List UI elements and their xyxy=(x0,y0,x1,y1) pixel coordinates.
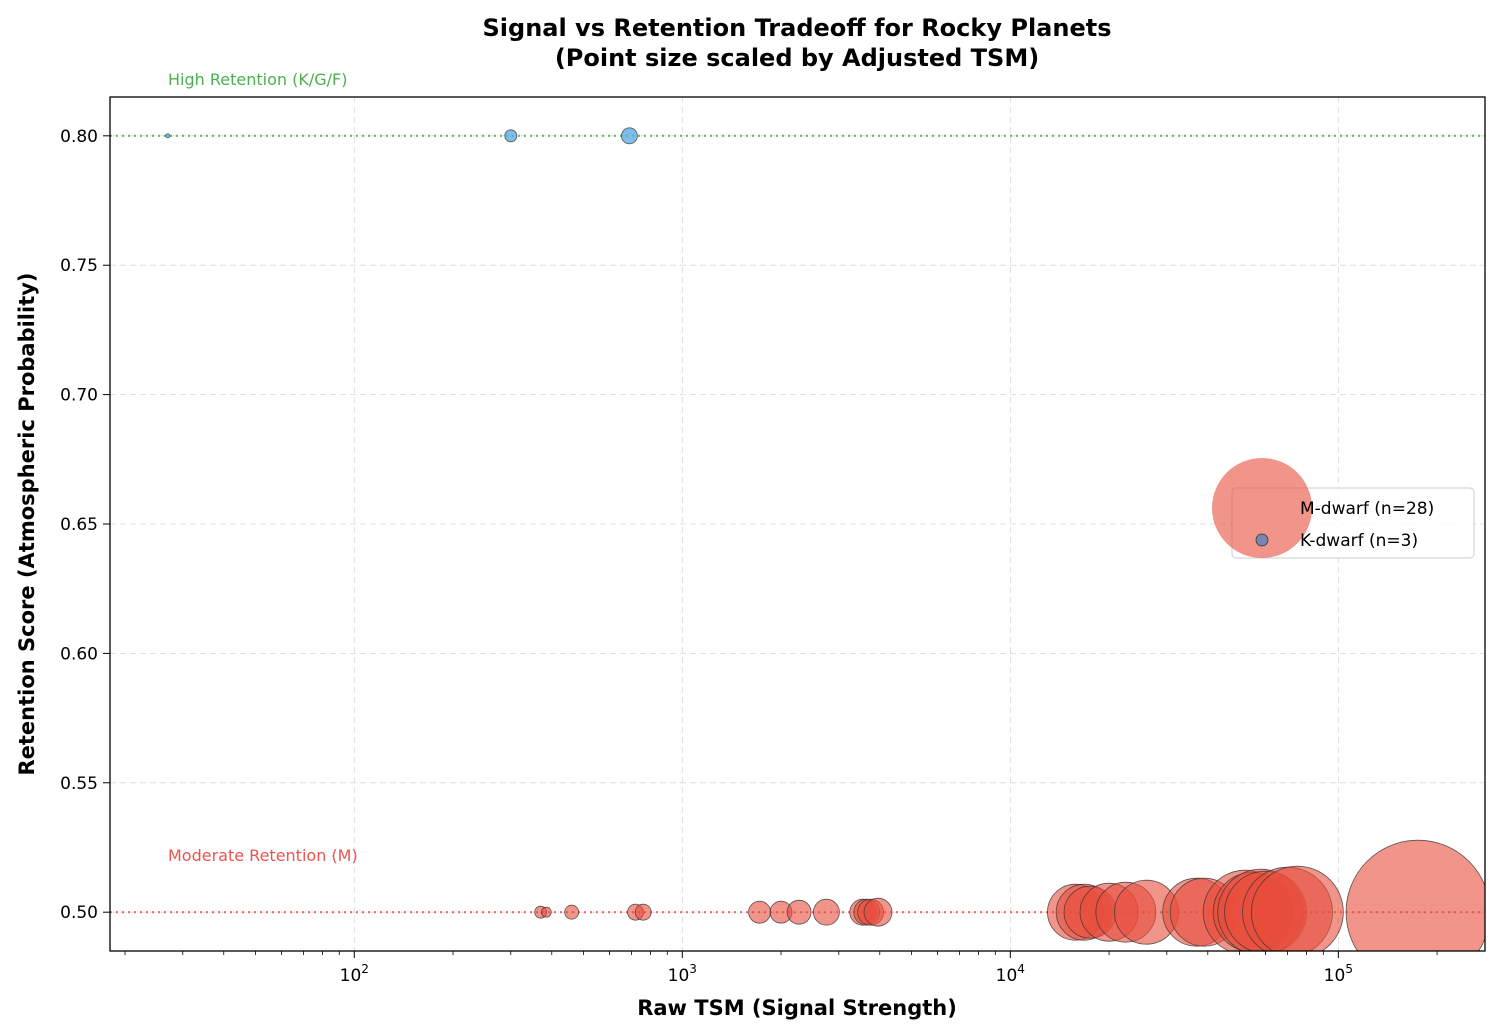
m-dwarf-point xyxy=(564,904,580,920)
m-dwarf-point xyxy=(1250,865,1344,951)
x-axis-ticks: 102 103 104 105 xyxy=(124,951,1438,986)
legend-marker-k-dwarf xyxy=(1255,533,1269,547)
m-dwarf-point xyxy=(813,898,840,926)
m-dwarf-point xyxy=(634,903,652,921)
chart-title: Signal vs Retention Tradeoff for Rocky P… xyxy=(483,14,1112,42)
y-tick-label: 0.50 xyxy=(60,903,98,923)
reference-line-label: High Retention (K/G/F) xyxy=(168,70,347,89)
legend-label-m-dwarf: M-dwarf (n=28) xyxy=(1300,499,1434,519)
legend-marker-m-dwarf xyxy=(1212,458,1312,558)
y-tick-label: 0.70 xyxy=(60,386,98,406)
chart-subtitle: (Point size scaled by Adjusted TSM) xyxy=(555,44,1039,72)
y-axis-ticks: 0.50 0.55 0.60 0.65 0.70 0.75 0.80 xyxy=(60,127,110,923)
m-dwarf-point xyxy=(1345,839,1485,951)
x-axis-label: Raw TSM (Signal Strength) xyxy=(637,996,957,1020)
m-dwarf-point xyxy=(863,897,893,927)
legend: M-dwarf (n=28) K-dwarf (n=3) xyxy=(1212,458,1475,559)
reference-lines: High Retention (K/G/F) Moderate Retention… xyxy=(110,70,1485,914)
k-dwarf-point xyxy=(504,129,518,143)
x-tick-label: 103 xyxy=(668,962,697,986)
y-tick-label: 0.75 xyxy=(60,256,98,276)
y-tick-label: 0.65 xyxy=(60,515,98,535)
m-dwarf-point xyxy=(786,899,812,925)
x-tick-label: 105 xyxy=(1324,962,1353,986)
m-dwarf-point xyxy=(748,900,771,924)
m-dwarf-point xyxy=(540,906,552,918)
legend-label-k-dwarf: K-dwarf (n=3) xyxy=(1300,531,1418,551)
y-tick-label: 0.55 xyxy=(60,774,98,794)
reference-line-label: Moderate Retention (M) xyxy=(168,846,358,865)
x-tick-label: 102 xyxy=(340,962,369,986)
x-tick-label: 104 xyxy=(996,962,1025,986)
y-tick-label: 0.60 xyxy=(60,644,98,664)
k-dwarf-point xyxy=(165,133,171,139)
y-axis-label: Retention Score (Atmospheric Probability… xyxy=(15,272,39,775)
k-dwarf-point xyxy=(621,127,638,145)
data-points xyxy=(165,127,1485,951)
y-tick-label: 0.80 xyxy=(60,127,98,147)
